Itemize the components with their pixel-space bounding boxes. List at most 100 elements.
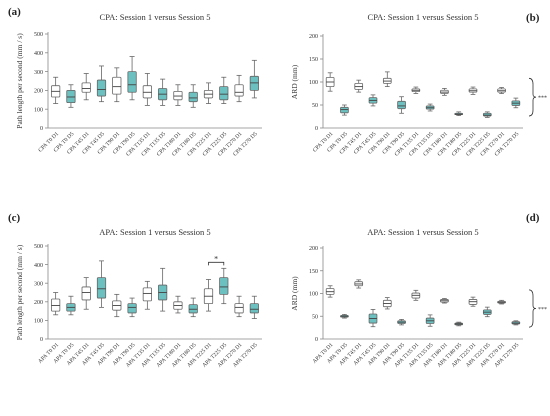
box-iqr bbox=[188, 91, 198, 103]
box-cpa-t135-d1 bbox=[142, 73, 152, 106]
box-apa-t0-d1 bbox=[325, 285, 335, 298]
y-tick-label: 200 bbox=[34, 89, 43, 95]
box-cpa-t45-d5 bbox=[368, 94, 378, 107]
chart-title: CPA: Session 1 versus Session 5 bbox=[368, 12, 479, 22]
y-tick-label: 50 bbox=[312, 103, 318, 109]
box-iqr bbox=[96, 277, 107, 299]
y-axis-label: ARD (mm) bbox=[290, 64, 299, 99]
y-tick-label: 300 bbox=[34, 70, 43, 76]
box-apa-t225-d1 bbox=[468, 296, 478, 307]
apa-ard-chart: APA: Session 1 versus Session 5 ARD (mm) 0… bbox=[290, 227, 547, 369]
box-cpa-t45-d5 bbox=[96, 65, 107, 103]
box-iqr bbox=[112, 76, 122, 95]
box-cpa-t225-d5 bbox=[482, 111, 492, 118]
box-iqr bbox=[81, 82, 91, 93]
cpa-ard-chart: CPA: Session 1 versus Session 5 ARD (mm) 0… bbox=[290, 12, 547, 158]
significance-brace bbox=[528, 77, 537, 117]
box-cpa-t135-d1 bbox=[411, 86, 421, 94]
box-cpa-t135-d5 bbox=[158, 78, 168, 106]
box-apa-t45-d5 bbox=[96, 260, 107, 308]
box-cpa-t225-d1 bbox=[468, 86, 478, 95]
box-apa-t225-d1 bbox=[203, 279, 214, 312]
box-apa-t0-d1 bbox=[51, 292, 61, 316]
y-tick-label: 150 bbox=[309, 269, 318, 275]
box-cpa-t270-d1 bbox=[234, 74, 244, 103]
y-axis-label: ARD (mm) bbox=[290, 276, 299, 311]
box-apa-t180-d1 bbox=[173, 295, 183, 314]
box-apa-t225-d5 bbox=[219, 267, 229, 305]
panel-label-a: (a) bbox=[8, 6, 21, 18]
y-tick-label: 400 bbox=[34, 263, 43, 269]
y-tick-label: 500 bbox=[34, 244, 43, 250]
panel-cpa-ard: CPA: Session 1 versus Session 5 ARD (mm) 0… bbox=[275, 0, 550, 208]
box-iqr bbox=[173, 90, 183, 101]
box-apa-t135-d1 bbox=[142, 280, 152, 310]
panel-apa-ard: APA: Session 1 versus Session 5 ARD (mm) 0… bbox=[275, 208, 550, 416]
box-apa-t0-d5 bbox=[66, 295, 76, 316]
box-iqr bbox=[142, 85, 152, 99]
chart-title: CPA: Session 1 versus Session 5 bbox=[100, 12, 211, 22]
y-tick-label: 100 bbox=[309, 80, 318, 86]
box-apa-t270-d1 bbox=[234, 295, 244, 318]
box-iqr bbox=[51, 298, 61, 312]
box-iqr bbox=[219, 86, 229, 101]
box-apa-t180-d5 bbox=[454, 321, 464, 327]
y-tick-label: 150 bbox=[309, 57, 318, 63]
y-axis-label: Path length per second (mm / s) bbox=[15, 244, 24, 340]
box-iqr bbox=[142, 287, 152, 302]
box-iqr bbox=[96, 79, 107, 97]
y-tick-label: 0 bbox=[40, 126, 43, 132]
y-axis-label: Path length per second (mm / s) bbox=[15, 33, 24, 129]
box-apa-t45-d5 bbox=[368, 309, 378, 328]
box-apa-t225-d5 bbox=[482, 306, 492, 318]
y-tick-label: 200 bbox=[309, 34, 318, 40]
box-apa-t270-d1 bbox=[497, 299, 506, 305]
chart-title: APA: Session 1 versus Session 5 bbox=[367, 227, 478, 237]
cpa-path-length-chart: CPA: Session 1 versus Session 5 Path leng… bbox=[15, 12, 262, 158]
box-iqr bbox=[340, 106, 349, 114]
box-iqr bbox=[234, 84, 244, 97]
box-apa-t270-d5 bbox=[511, 320, 521, 326]
box-cpa-t90-d1 bbox=[382, 71, 392, 87]
box-iqr bbox=[66, 90, 76, 104]
box-iqr bbox=[127, 71, 137, 93]
box-apa-t0-d5 bbox=[340, 314, 349, 319]
box-cpa-t90-d5 bbox=[397, 96, 406, 114]
panel-apa-path-length: APA: Session 1 versus Session 5 Path leng… bbox=[0, 208, 275, 416]
box-cpa-t90-d1 bbox=[112, 67, 122, 103]
box-cpa-t180-d1 bbox=[173, 84, 183, 106]
box-iqr bbox=[219, 277, 229, 295]
box-apa-t270-d5 bbox=[249, 295, 259, 319]
y-tick-label: 100 bbox=[309, 292, 318, 298]
box-apa-t135-d1 bbox=[411, 289, 421, 301]
box-cpa-t180-d5 bbox=[454, 111, 464, 116]
box-iqr bbox=[81, 286, 91, 301]
box-cpa-t0-d1 bbox=[325, 72, 335, 92]
box-apa-t90-d1 bbox=[382, 297, 392, 310]
box-cpa-t0-d1 bbox=[51, 76, 61, 104]
box-cpa-t225-d5 bbox=[219, 76, 229, 104]
panel-label-c: (c) bbox=[8, 212, 21, 224]
y-tick-label: 300 bbox=[34, 281, 43, 287]
box-iqr bbox=[482, 112, 492, 117]
box-cpa-t90-d5 bbox=[127, 56, 137, 101]
box-apa-t135-d5 bbox=[158, 267, 168, 312]
box-cpa-t270-d1 bbox=[497, 87, 506, 94]
y-tick-label: 200 bbox=[309, 246, 318, 252]
box-cpa-t45-d1 bbox=[354, 79, 364, 93]
box-cpa-t45-d1 bbox=[81, 73, 91, 101]
box-iqr bbox=[234, 303, 244, 314]
box-iqr bbox=[397, 100, 406, 110]
panel-label-b: (b) bbox=[526, 12, 540, 24]
box-cpa-t270-d5 bbox=[511, 97, 521, 109]
box-apa-t45-d1 bbox=[354, 279, 364, 289]
y-tick-label: 500 bbox=[34, 32, 43, 38]
y-tick-label: 100 bbox=[34, 319, 43, 325]
box-cpa-t135-d5 bbox=[425, 103, 435, 112]
box-apa-t180-d1 bbox=[440, 298, 449, 304]
significance-star: * bbox=[214, 254, 218, 263]
box-apa-t90-d5 bbox=[127, 297, 137, 318]
y-tick-label: 100 bbox=[34, 107, 43, 113]
panel-label-d: (d) bbox=[526, 212, 540, 224]
box-apa-t45-d1 bbox=[81, 277, 91, 310]
